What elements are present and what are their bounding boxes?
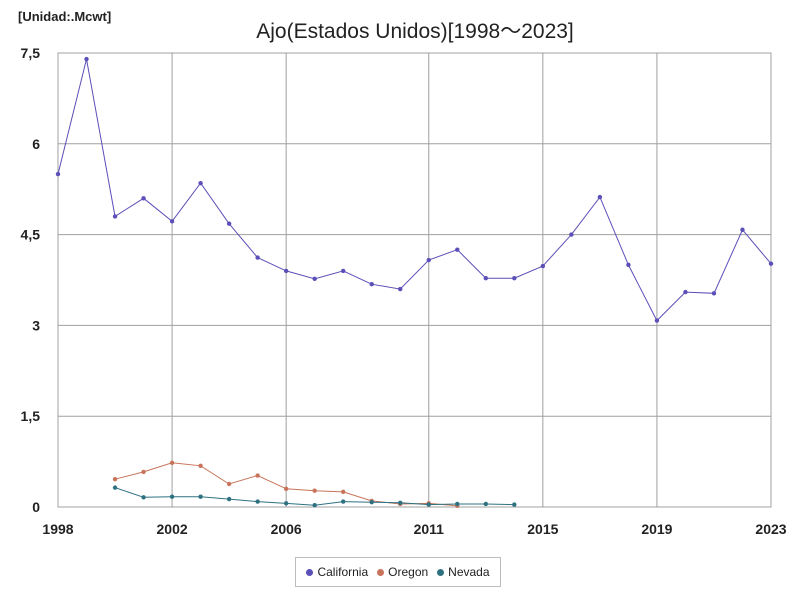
data-point-california: [141, 196, 146, 201]
data-point-california: [540, 263, 546, 269]
series-line-california: [57, 58, 772, 322]
x-tick-label: 2015: [527, 521, 558, 537]
data-point-nevada: [455, 501, 460, 507]
x-tick-label: 2023: [755, 521, 786, 537]
legend-marker-icon: [377, 568, 385, 576]
data-point-california: [569, 232, 574, 237]
x-tick-label: 2006: [271, 521, 302, 537]
data-point-california: [483, 275, 488, 281]
x-tick-label: 2019: [641, 521, 672, 537]
data-point-oregon: [255, 473, 260, 478]
data-point-california: [768, 261, 774, 266]
legend-item-oregon: Oregon: [377, 565, 428, 579]
y-tick-label: 7,5: [21, 45, 41, 61]
data-point-california: [683, 289, 688, 295]
data-point-california: [169, 219, 175, 224]
data-point-california: [512, 275, 517, 281]
data-point-nevada: [169, 494, 175, 499]
data-point-nevada: [483, 501, 488, 507]
data-point-california: [226, 221, 232, 226]
data-point-oregon: [226, 481, 232, 487]
data-point-california: [283, 268, 289, 274]
y-tick-label: 4,5: [21, 227, 41, 243]
x-tick-label: 2002: [157, 521, 188, 537]
legend-item-nevada: Nevada: [437, 565, 490, 579]
data-point-nevada: [141, 495, 146, 500]
data-point-oregon: [198, 463, 203, 469]
unit-label: [Unidad:.Mcwt]: [18, 9, 112, 24]
data-point-california: [341, 268, 346, 274]
data-point-california: [711, 291, 717, 296]
data-point-california: [626, 262, 631, 268]
data-point-oregon: [141, 469, 146, 475]
y-tick-label: 6: [32, 136, 40, 152]
data-point-oregon: [169, 460, 175, 466]
legend-marker-icon: [437, 568, 445, 576]
data-point-oregon: [341, 489, 346, 495]
data-point-california: [198, 180, 203, 186]
y-tick-label: 1,5: [21, 408, 41, 424]
data-point-california: [112, 214, 118, 219]
data-point-nevada: [341, 499, 346, 504]
data-point-california: [84, 56, 89, 62]
legend-label: Nevada: [448, 565, 490, 579]
data-point-california: [597, 194, 603, 200]
data-point-oregon: [312, 488, 317, 493]
data-point-nevada: [283, 501, 289, 506]
legend-item-california: California: [306, 565, 368, 579]
data-point-california: [740, 227, 745, 232]
data-point-california: [312, 276, 317, 281]
x-tick-label: 1998: [42, 521, 73, 537]
data-point-oregon: [112, 476, 118, 482]
data-point-nevada: [112, 485, 118, 490]
data-point-california: [455, 247, 460, 252]
data-point-nevada: [398, 500, 403, 505]
data-point-oregon: [283, 486, 289, 492]
data-point-nevada: [226, 496, 232, 502]
chart-legend: California Oregon Nevada: [295, 557, 501, 587]
data-point-california: [369, 282, 374, 287]
legend-label: California: [317, 565, 369, 579]
data-point-nevada: [255, 499, 260, 504]
y-tick-label: 3: [32, 317, 40, 333]
data-point-nevada: [369, 499, 374, 505]
data-point-california: [255, 255, 260, 260]
legend-label: Oregon: [388, 565, 429, 579]
y-tick-label: 0: [32, 499, 40, 515]
legend-marker-icon: [306, 568, 314, 576]
data-point-california: [654, 318, 660, 323]
plot-area: [57, 52, 772, 508]
data-point-nevada: [426, 502, 431, 507]
data-point-california: [55, 171, 61, 177]
data-point-nevada: [512, 502, 517, 507]
data-point-california: [398, 286, 403, 292]
x-tick-label: 2011: [414, 521, 445, 537]
chart-title: Ajo(Estados Unidos)[1998～2023]: [256, 20, 574, 43]
data-point-nevada: [198, 494, 203, 499]
data-point-nevada: [312, 502, 317, 508]
data-point-california: [426, 257, 431, 263]
